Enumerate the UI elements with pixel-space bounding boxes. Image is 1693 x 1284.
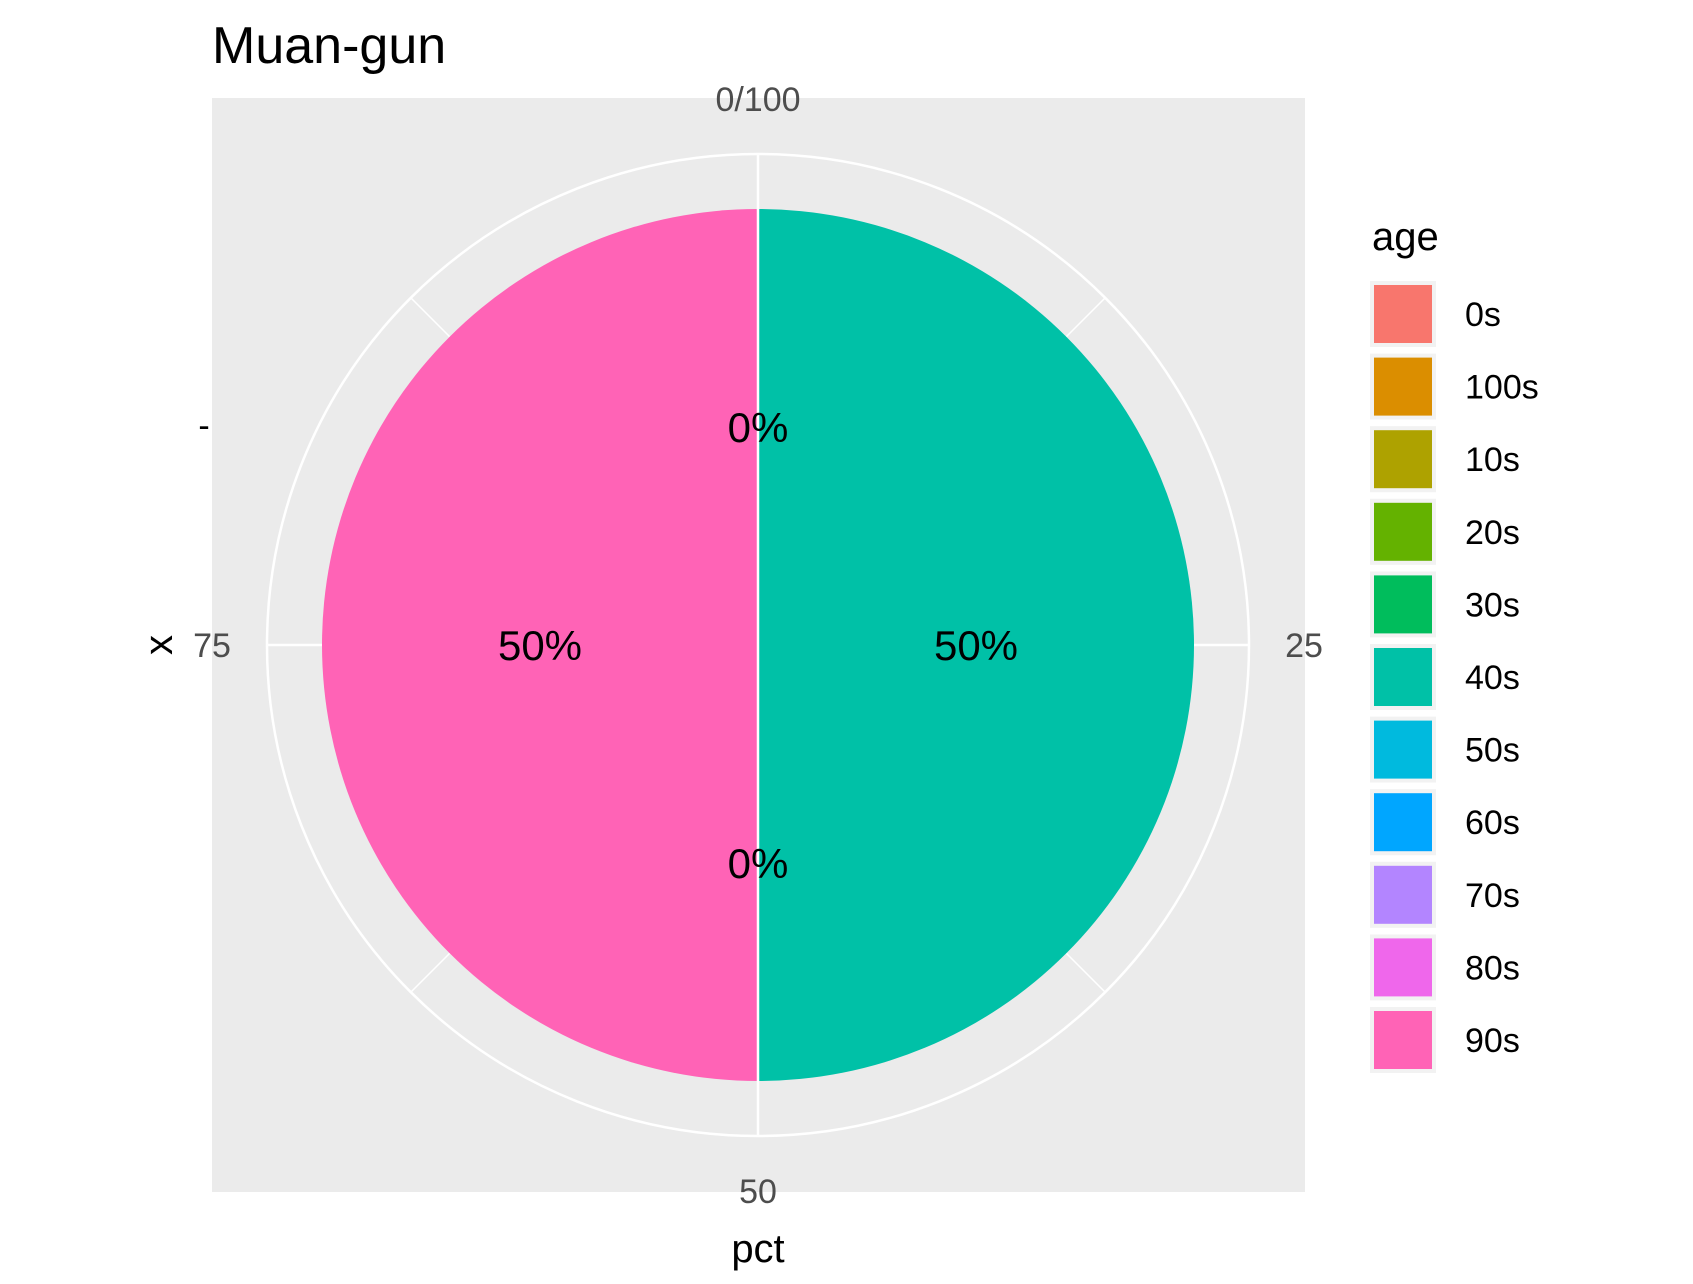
- data-labels: 50% 50% 0% 0%: [498, 404, 1018, 887]
- pie-slices: [322, 209, 1194, 1081]
- legend: age 0s 100s 10s 20s 30s 40s 50s 60s 70s 80s 90s: [1370, 215, 1539, 1073]
- legend-swatch: [1374, 648, 1432, 706]
- y-axis-title: x: [137, 635, 181, 655]
- legend-label: 40s: [1465, 659, 1520, 697]
- legend-label: 50s: [1465, 732, 1520, 770]
- legend-label: 30s: [1465, 586, 1520, 624]
- pie-slice-40s: [758, 209, 1194, 1081]
- angle-tick-label: 75: [193, 627, 231, 665]
- legend-item-30s: 30s: [1370, 571, 1520, 638]
- legend-label: 0s: [1465, 296, 1501, 334]
- angle-tick-labels: 0/100 25 50 75: [193, 81, 1323, 1211]
- legend-swatch: [1374, 938, 1432, 997]
- legend-swatch: [1374, 575, 1432, 634]
- legend-swatch: [1374, 865, 1432, 924]
- legend-item-100s: 100s: [1370, 353, 1539, 420]
- legend-swatch: [1374, 357, 1432, 416]
- grid-radial-line: [410, 952, 451, 993]
- chart-title: Muan-gun: [212, 17, 446, 75]
- legend-item-10s: 10s: [1370, 426, 1520, 493]
- grid-radial-line: [1065, 297, 1106, 338]
- legend-item-40s: 40s: [1370, 644, 1520, 710]
- legend-label: 70s: [1465, 877, 1520, 915]
- legend-label: 80s: [1465, 949, 1520, 987]
- pie-slice-90s: [322, 209, 758, 1081]
- y-tick-label: -: [198, 407, 209, 445]
- data-label: 0%: [728, 840, 789, 887]
- legend-label: 10s: [1465, 441, 1520, 479]
- grid-radial-line: [1065, 952, 1106, 993]
- legend-item-90s: 90s: [1370, 1007, 1520, 1073]
- legend-item-80s: 80s: [1370, 934, 1520, 1001]
- legend-item-20s: 20s: [1370, 498, 1520, 565]
- legend-swatch: [1374, 1011, 1432, 1069]
- angle-tick-label: 0/100: [715, 81, 800, 119]
- x-axis-title: pct: [731, 1227, 784, 1271]
- legend-swatch: [1374, 793, 1432, 852]
- legend-swatch: [1374, 502, 1432, 561]
- legend-item-60s: 60s: [1370, 789, 1520, 856]
- grid-lines: [265, 152, 1251, 1138]
- legend-item-70s: 70s: [1370, 861, 1520, 928]
- legend-label: 20s: [1465, 514, 1520, 552]
- angle-tick-label: 25: [1285, 627, 1323, 665]
- grid-radial-line: [410, 297, 451, 338]
- data-label: 50%: [934, 622, 1018, 669]
- data-label: 0%: [728, 404, 789, 451]
- legend-title: age: [1372, 215, 1439, 259]
- legend-item-50s: 50s: [1370, 716, 1520, 783]
- data-label: 50%: [498, 622, 582, 669]
- legend-swatch: [1374, 720, 1432, 779]
- legend-label: 90s: [1465, 1022, 1520, 1060]
- legend-swatch: [1374, 285, 1432, 343]
- angle-tick-label: 50: [739, 1173, 777, 1211]
- legend-label: 60s: [1465, 804, 1520, 842]
- legend-swatch: [1374, 430, 1432, 489]
- legend-item-0s: 0s: [1370, 281, 1501, 347]
- legend-label: 100s: [1465, 369, 1539, 407]
